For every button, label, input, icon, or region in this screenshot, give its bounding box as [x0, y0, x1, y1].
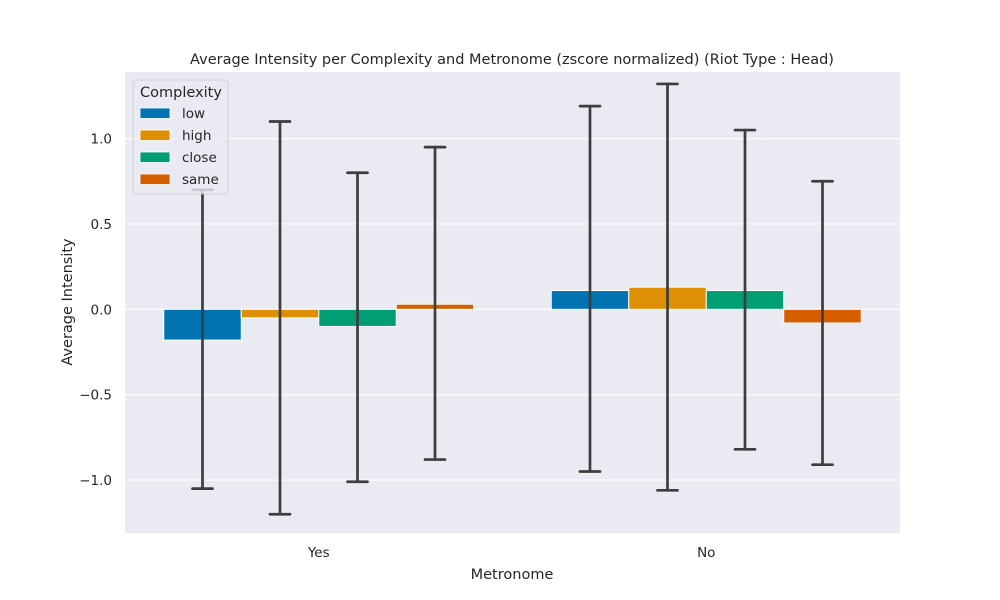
legend-swatch-high: [139, 129, 171, 141]
x-tick-label: No: [697, 545, 715, 561]
y-axis-label: Average Intensity: [60, 238, 76, 366]
error-bar-same-yes: [423, 145, 447, 461]
legend-label-close: close: [182, 150, 217, 166]
x-axis-ticks: Yes No: [307, 545, 716, 561]
legend-swatch-low: [139, 107, 171, 119]
error-bar-low-no: [578, 104, 602, 473]
legend-label-same: same: [182, 172, 219, 188]
error-bars: [191, 82, 834, 516]
x-tick-label: Yes: [307, 545, 330, 561]
y-tick-label: −0.5: [79, 388, 112, 404]
error-bar-close-yes: [346, 171, 369, 484]
error-bar-close-no: [733, 128, 757, 451]
y-tick-label: 0.5: [91, 217, 112, 233]
error-bar-high-no: [656, 82, 679, 492]
y-axis-ticks: −1.0 −0.5 0.0 0.5 1.0: [79, 132, 112, 489]
legend-label-low: low: [182, 106, 205, 122]
error-bar-same-no: [811, 179, 834, 467]
error-bar-high-yes: [268, 120, 292, 516]
legend-swatch-close: [139, 151, 171, 163]
legend-title: Complexity: [140, 85, 222, 101]
legend-label-high: high: [182, 128, 211, 144]
legend-swatch-same: [139, 173, 171, 185]
x-axis-label: Metronome: [471, 567, 554, 583]
legend-items: low high close same: [139, 106, 219, 188]
legend: Complexity low high close same: [132, 79, 229, 195]
y-tick-label: 0.0: [91, 302, 112, 318]
y-tick-label: 1.0: [91, 132, 112, 148]
chart-title: Average Intensity per Complexity and Met…: [190, 52, 834, 68]
y-tick-label: −1.0: [79, 473, 112, 489]
